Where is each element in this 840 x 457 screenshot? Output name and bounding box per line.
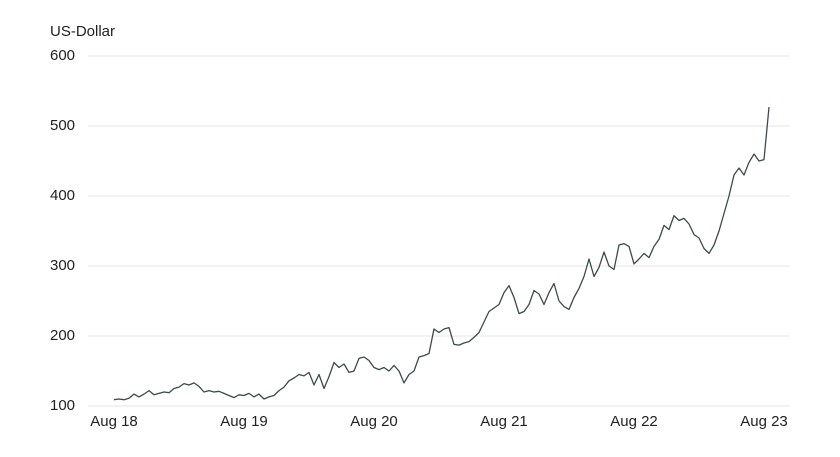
y-tick-label: 400: [50, 187, 75, 204]
y-axis-label: US-Dollar: [50, 23, 115, 40]
y-tick-label: 500: [50, 117, 75, 134]
x-tick-label: Aug 21: [480, 413, 528, 430]
y-tick-label: 100: [50, 397, 75, 414]
y-tick-label: 300: [50, 257, 75, 274]
x-tick-label: Aug 18: [90, 413, 138, 430]
x-tick-label: Aug 20: [350, 413, 398, 430]
price-line: [113, 107, 770, 401]
x-tick-label: Aug 23: [740, 413, 788, 430]
y-tick-label: 200: [50, 327, 75, 344]
y-tick-label: 600: [50, 47, 75, 64]
x-tick-label: Aug 19: [220, 413, 268, 430]
x-tick-label: Aug 22: [610, 413, 658, 430]
